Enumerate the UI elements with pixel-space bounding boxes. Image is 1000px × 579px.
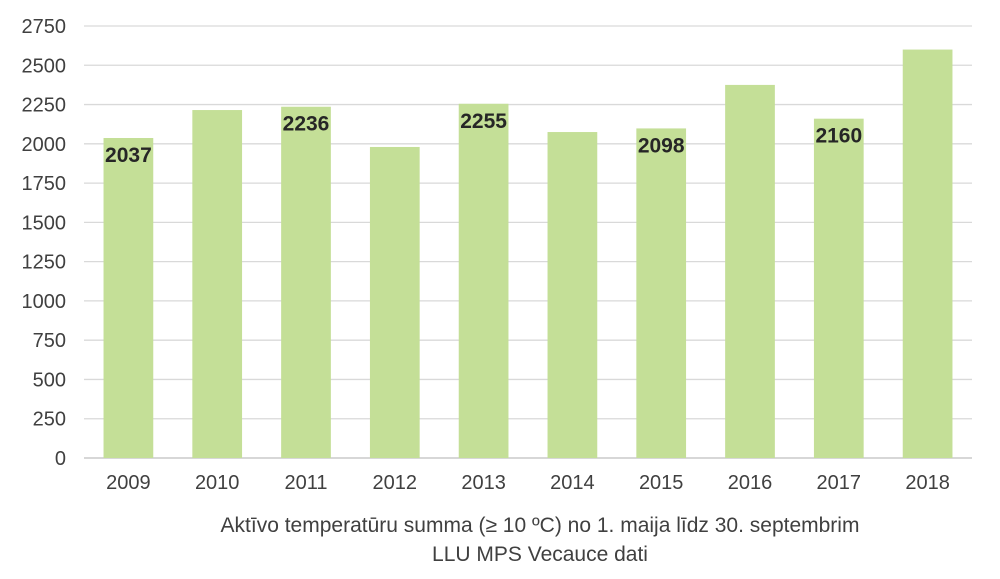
bar-2009 <box>103 138 154 459</box>
y-tick-label: 250 <box>33 409 66 431</box>
x-tick-label-2014: 2014 <box>550 472 595 494</box>
x-tick-label-2015: 2015 <box>639 472 684 494</box>
y-tick-label: 2000 <box>22 134 67 156</box>
bar-2012 <box>369 146 420 458</box>
y-tick-label: 2250 <box>22 95 67 117</box>
y-tick-label: 1750 <box>22 173 67 195</box>
bar-2015 <box>636 128 687 458</box>
y-tick-label: 1250 <box>22 252 67 274</box>
x-tick-label-2017: 2017 <box>817 472 862 494</box>
y-tick-label: 2500 <box>22 55 67 77</box>
x-axis-tick-labels: 2009 2010 2011 2012 2013 2014 2015 2016 2017 2018 <box>106 472 950 494</box>
x-tick-label-2009: 2009 <box>106 472 151 494</box>
data-label-2015: 2098 <box>638 134 685 157</box>
x-tick-label-2013: 2013 <box>461 472 506 494</box>
x-tick-label-2010: 2010 <box>195 472 240 494</box>
y-tick-label: 2750 <box>22 16 67 38</box>
x-tick-label-2012: 2012 <box>373 472 418 494</box>
bar-2011 <box>281 106 331 459</box>
y-tick-label: 1000 <box>22 291 67 313</box>
bars <box>103 49 953 459</box>
y-axis-tick-labels: 0 250 500 750 1000 1250 1500 1750 2000 2250 2500 27… <box>22 16 67 470</box>
y-tick-label: 750 <box>33 330 66 352</box>
bar-2013 <box>458 103 509 458</box>
data-label-2009: 2037 <box>105 144 152 167</box>
bar-2010 <box>192 110 243 458</box>
y-tick-label: 1500 <box>22 212 67 234</box>
bar-2018 <box>902 49 953 459</box>
bar-2014 <box>547 132 598 458</box>
y-tick-label: 0 <box>55 448 66 470</box>
data-label-2013: 2255 <box>460 110 507 133</box>
x-tick-label-2018: 2018 <box>905 472 950 494</box>
chart-caption-line-1: Aktīvo temperatūru summa (≥ 10 ºC) no 1.… <box>221 514 860 537</box>
data-labels: 2037 2236 2255 2098 2160 <box>105 110 862 167</box>
data-label-2011: 2236 <box>283 113 330 136</box>
y-tick-label: 500 <box>33 369 66 391</box>
x-tick-label-2011: 2011 <box>284 472 327 494</box>
bar-2016 <box>725 84 775 458</box>
x-tick-label-2016: 2016 <box>728 472 773 494</box>
chart-caption-line-2: LLU MPS Vecauce dati <box>432 543 648 566</box>
data-label-2017: 2160 <box>815 125 862 148</box>
bar-2017 <box>813 118 864 458</box>
